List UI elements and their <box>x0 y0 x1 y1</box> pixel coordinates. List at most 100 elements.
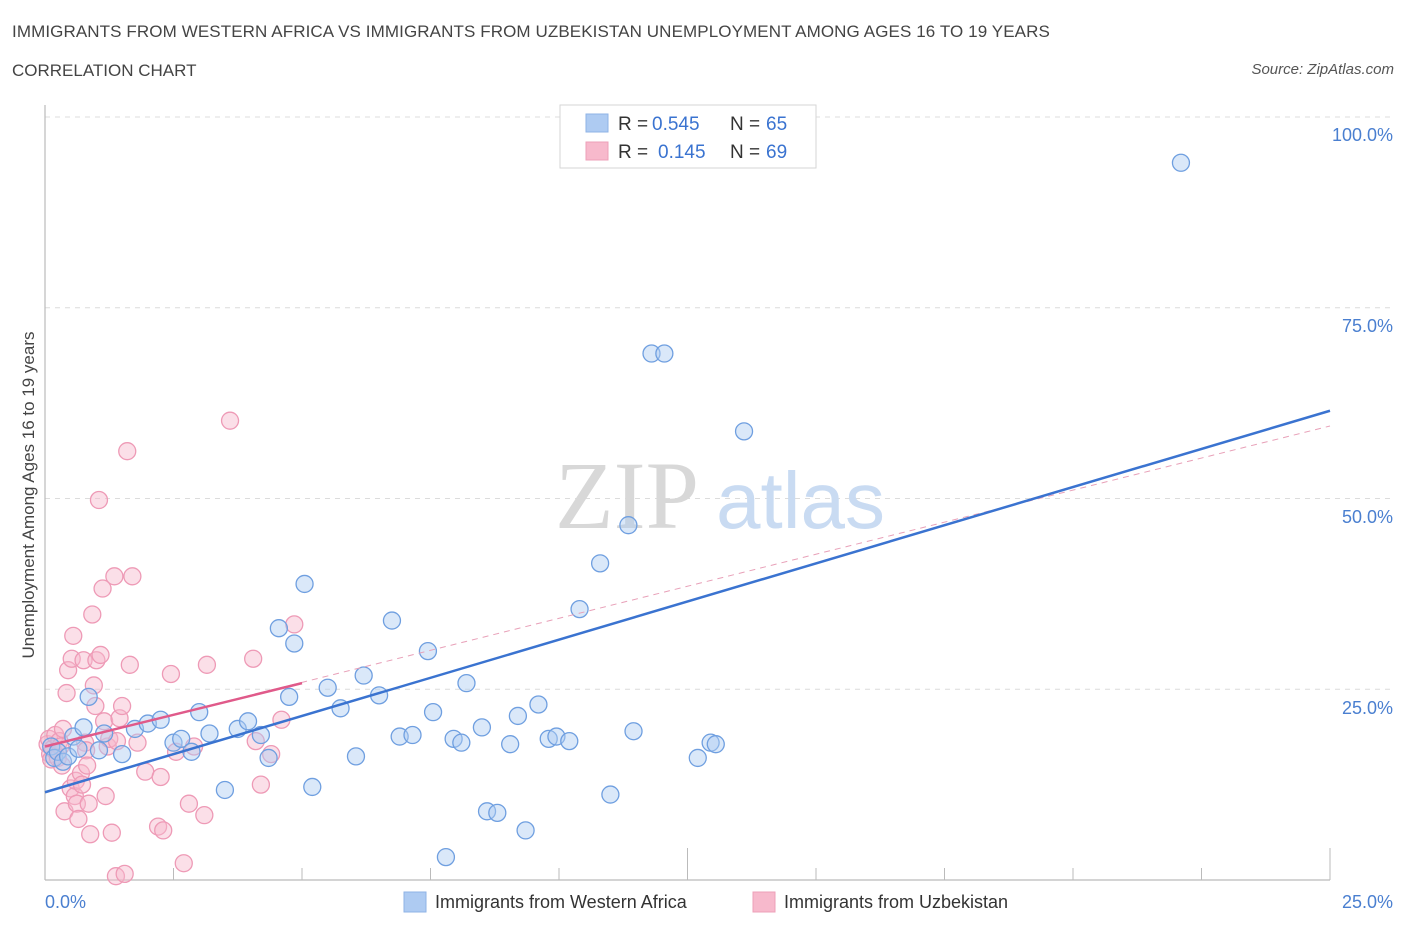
point-western-africa <box>382 611 402 630</box>
legend-box: R = 0.545 N = 65 R = 0.145 N = 69 <box>559 104 817 169</box>
x-axis-ticks <box>44 848 1331 880</box>
point-western-africa <box>89 741 109 760</box>
point-uzbekistan <box>154 821 173 840</box>
point-western-africa <box>529 695 548 714</box>
chart-subtitle: CORRELATION CHART <box>12 61 197 80</box>
point-uzbekistan <box>93 579 112 598</box>
point-uzbekistan <box>69 809 88 829</box>
point-western-africa <box>688 748 707 768</box>
chart-title: IMMIGRANTS FROM WESTERN AFRICA VS IMMIGR… <box>12 22 1050 41</box>
point-western-africa <box>501 735 520 754</box>
y-axis-label: Unemployment Among Ages 16 to 19 years <box>19 332 38 659</box>
point-western-africa <box>303 777 322 797</box>
point-western-africa <box>619 516 638 535</box>
point-uzbekistan <box>174 854 193 873</box>
point-western-africa <box>318 678 337 697</box>
point-uzbekistan <box>120 655 139 674</box>
point-western-africa <box>734 422 754 441</box>
point-uzbekistan <box>74 651 93 670</box>
point-uzbekistan <box>86 696 105 716</box>
point-western-africa <box>112 744 132 764</box>
point-western-africa <box>259 748 278 768</box>
legend-r-value-0: 0.545 <box>652 114 700 135</box>
point-uzbekistan <box>79 794 98 813</box>
point-western-africa <box>200 724 219 743</box>
point-uzbekistan <box>81 825 100 844</box>
point-uzbekistan <box>251 775 271 794</box>
point-western-africa <box>418 641 438 661</box>
bottom-legend-swatch-uzbekistan <box>752 891 776 913</box>
point-uzbekistan <box>161 664 181 684</box>
point-western-africa <box>457 673 476 693</box>
point-western-africa <box>472 718 492 737</box>
point-western-africa <box>655 344 674 363</box>
point-western-africa <box>269 619 289 638</box>
source-credit: Source: ZipAtlas.com <box>1251 61 1394 78</box>
point-uzbekistan <box>197 655 217 674</box>
point-western-africa <box>346 747 366 766</box>
point-uzbekistan <box>112 696 132 716</box>
y-tick-label-75: 75.0% <box>1342 316 1393 336</box>
trend-lines <box>44 409 1331 794</box>
point-uzbekistan <box>220 411 240 430</box>
point-uzbekistan <box>285 615 304 634</box>
point-uzbekistan <box>91 645 110 665</box>
point-western-africa <box>642 344 661 363</box>
point-western-africa <box>251 725 271 745</box>
point-uzbekistan <box>102 823 121 842</box>
gridlines <box>45 116 1390 690</box>
point-uzbekistan <box>195 805 214 825</box>
trend-line-western-africa <box>44 409 1331 794</box>
point-western-africa <box>516 821 535 840</box>
point-uzbekistan <box>128 733 147 752</box>
point-uzbekistan <box>84 676 103 695</box>
bottom-legend: Immigrants from Western Africa Immigrant… <box>403 891 1008 913</box>
legend-r-label-1: R = <box>618 142 648 163</box>
series-uzbekistan-points <box>38 411 304 886</box>
point-uzbekistan <box>179 794 199 813</box>
point-western-africa <box>601 785 620 804</box>
legend-n-value-1: 69 <box>766 142 787 163</box>
point-western-africa <box>238 712 258 731</box>
point-western-africa <box>624 722 643 741</box>
point-western-africa <box>570 599 589 619</box>
point-western-africa <box>1171 153 1191 172</box>
point-uzbekistan <box>58 661 78 680</box>
point-western-africa <box>53 752 73 771</box>
point-uzbekistan <box>77 756 97 775</box>
point-uzbekistan <box>83 605 102 624</box>
point-uzbekistan <box>123 567 142 586</box>
point-western-africa <box>215 780 235 800</box>
point-western-africa <box>508 706 528 726</box>
point-western-africa <box>295 574 314 594</box>
point-western-africa <box>560 731 579 751</box>
point-western-africa <box>706 735 725 754</box>
legend-r-label-0: R = <box>618 114 648 135</box>
point-uzbekistan <box>105 567 124 586</box>
bottom-legend-swatch-western-africa <box>403 891 427 913</box>
x-tick-label-max: 25.0% <box>1342 892 1393 912</box>
point-uzbekistan <box>89 490 109 510</box>
bottom-legend-label-uzbekistan: Immigrants from Uzbekistan <box>784 892 1008 912</box>
watermark-atlas: atlas <box>716 456 885 545</box>
point-uzbekistan <box>115 864 134 884</box>
point-western-africa <box>403 725 422 745</box>
point-western-africa <box>279 687 299 707</box>
point-uzbekistan <box>118 442 137 461</box>
point-western-africa <box>423 702 443 722</box>
legend-n-value-0: 65 <box>766 114 787 135</box>
point-uzbekistan <box>64 626 83 645</box>
point-uzbekistan <box>53 719 73 739</box>
bottom-legend-label-western-africa: Immigrants from Western Africa <box>435 892 688 912</box>
point-western-africa <box>74 718 93 737</box>
point-western-africa <box>58 747 78 766</box>
legend-n-label-1: N = <box>730 142 760 163</box>
point-western-africa <box>354 666 373 685</box>
y-tick-label-50: 50.0% <box>1342 507 1393 527</box>
point-western-africa <box>436 847 456 867</box>
point-uzbekistan <box>136 762 155 781</box>
point-uzbekistan <box>151 767 170 787</box>
point-western-africa <box>285 634 304 653</box>
point-uzbekistan <box>244 649 263 668</box>
point-western-africa <box>452 733 471 752</box>
